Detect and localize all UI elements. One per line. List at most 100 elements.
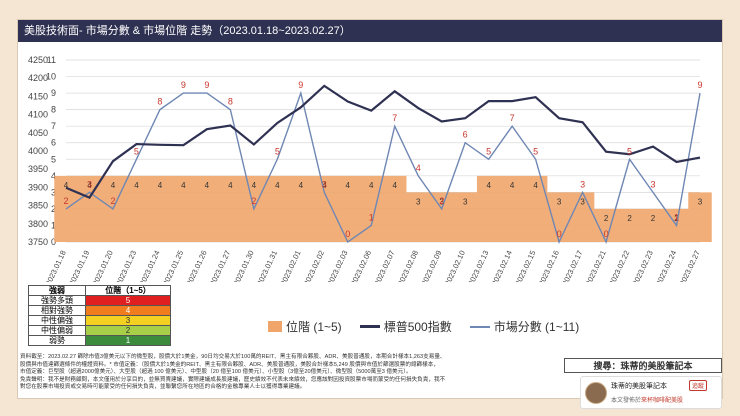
level-table-row: 相對強勢 4 — [28, 305, 171, 316]
y-tick-label-score: 7 — [51, 121, 56, 131]
chart-plot: 0123456789101137503800385039003950400040… — [28, 55, 712, 282]
level-data-label: 4 — [158, 181, 163, 190]
x-tick-label: 2023.02.06 — [349, 249, 373, 282]
published-note: 本文發佈於來杯咖啡配美股 — [611, 395, 683, 404]
x-tick-label: 2023.02.23 — [631, 249, 655, 282]
score-data-label: 3 — [322, 179, 327, 189]
level-data-label: 4 — [346, 181, 351, 190]
level-data-label: 4 — [322, 181, 327, 190]
y-tick-label-score: 3 — [51, 187, 56, 197]
score-data-label: 0 — [604, 229, 609, 239]
y-tick-label-index: 4000 — [28, 146, 48, 156]
level-area — [54, 175, 712, 242]
y-tick-label-score: 11 — [47, 55, 56, 65]
level-table-label: 中性偏強 — [28, 315, 86, 326]
level-data-label: 3 — [416, 197, 421, 206]
level-data-label: 3 — [557, 197, 562, 206]
score-data-label: 9 — [204, 80, 209, 90]
y-tick-label-score: 1 — [51, 220, 56, 230]
y-tick-label-score: 5 — [51, 154, 56, 164]
score-data-label: 1 — [674, 212, 679, 222]
x-tick-label: 2023.02.15 — [513, 249, 537, 282]
score-data-label: 5 — [134, 146, 139, 156]
footer-line: 市值定義：巨型股（超過2000億美元）、大型股（超過 100 億美元）、中型股（… — [20, 369, 412, 376]
level-table-value: 5 — [85, 295, 171, 306]
level-table-label: 中性偏弱 — [28, 325, 86, 336]
level-table-label: 相對強勢 — [28, 305, 86, 316]
level-table-row: 中性偏強 3 — [28, 315, 171, 326]
level-data-label: 4 — [393, 181, 398, 190]
level-legend-table: 強弱 位階（1~5） 強勢多頭 5 相對強勢 4 中性偏強 3 中性偏弱 2 弱勢 1 — [28, 285, 171, 346]
score-data-label: 5 — [486, 146, 491, 156]
y-tick-label-index: 4200 — [28, 73, 48, 83]
score-data-label: 0 — [557, 229, 562, 239]
level-data-label: 4 — [299, 181, 304, 190]
x-tick-label: 2023.02.27 — [678, 249, 702, 282]
level-data-label: 3 — [580, 197, 585, 206]
legend-item-level: 位階 (1~5) — [268, 318, 342, 335]
legend-label-level: 位階 (1~5) — [286, 320, 342, 334]
level-data-label: 4 — [64, 181, 69, 190]
search-banner: 搜尋：珠蒂的美股筆記本 — [564, 358, 722, 373]
level-table-value: 1 — [85, 335, 171, 346]
legend-label-index: 標普500指數 — [383, 320, 452, 334]
x-tick-label: 2023.02.09 — [419, 249, 443, 282]
level-data-label: 2 — [604, 214, 609, 223]
y-tick-label-score: 2 — [51, 204, 56, 214]
level-data-label: 4 — [486, 181, 491, 190]
level-data-label: 4 — [134, 181, 139, 190]
level-table-row: 弱勢 1 — [28, 335, 171, 346]
y-tick-label-index: 4150 — [28, 91, 48, 101]
score-data-label: 0 — [345, 229, 350, 239]
follow-button[interactable]: 追蹤 — [689, 380, 708, 391]
legend-item-score: 市場分數 (1~11) — [469, 318, 579, 335]
chart-card: 美股技術面- 市場分數 & 市場位階 走勢（2023.01.18~2023.02… — [17, 19, 723, 399]
y-tick-label-index: 3950 — [28, 164, 48, 174]
score-data-label: 8 — [157, 97, 162, 107]
level-table-row: 中性偏弱 2 — [28, 325, 171, 336]
level-table-row: 強勢多頭 5 — [28, 295, 171, 306]
level-data-label: 4 — [205, 181, 210, 190]
y-tick-label-index: 4100 — [28, 110, 48, 120]
x-tick-label: 2023.01.25 — [161, 249, 185, 282]
level-data-label: 4 — [228, 181, 233, 190]
facebook-page-card[interactable]: 珠蒂的美股筆記本 追蹤 本文發佈於來杯咖啡配美股 — [580, 376, 722, 409]
level-data-label: 4 — [252, 181, 257, 190]
y-tick-label-score: 9 — [51, 88, 56, 98]
x-tick-label: 2023.01.19 — [67, 249, 91, 282]
x-tick-label: 2023.02.17 — [560, 249, 584, 282]
x-tick-label: 2023.02.16 — [537, 249, 561, 282]
level-table-value: 4 — [85, 305, 171, 316]
score-data-label: 5 — [627, 146, 632, 156]
level-table-header-strength: 強弱 — [28, 285, 86, 296]
series-legend: 位階 (1~5) 標普500指數 市場分數 (1~11) — [268, 318, 579, 335]
y-tick-label-score: 6 — [51, 138, 56, 148]
published-prefix: 本文發佈於 — [611, 398, 642, 404]
level-table-label: 弱勢 — [28, 335, 86, 346]
y-tick-label-index: 4050 — [28, 128, 48, 138]
level-data-label: 3 — [439, 197, 444, 206]
footer-line: 資料截至：2023.02.27 篩除市值3億美元以下的微型股，股價大於1美金，9… — [20, 354, 446, 360]
page-name: 珠蒂的美股筆記本 — [611, 383, 667, 390]
level-data-label: 4 — [275, 181, 280, 190]
x-tick-label: 2023.01.27 — [208, 249, 232, 282]
level-table-value: 3 — [85, 315, 171, 326]
y-tick-label-index: 3750 — [28, 237, 48, 247]
x-tick-label: 2023.02.02 — [302, 249, 326, 282]
y-tick-label-score: 10 — [46, 72, 56, 82]
score-data-label: 3 — [651, 179, 656, 189]
blog-link[interactable]: 來杯咖啡配美股 — [641, 398, 684, 404]
score-data-label: 5 — [533, 146, 538, 156]
score-data-label: 7 — [392, 113, 397, 123]
legend-swatch-index — [359, 325, 380, 328]
avatar — [585, 382, 607, 404]
y-tick-label-score: 8 — [51, 105, 56, 115]
level-data-label: 4 — [181, 181, 186, 190]
score-data-label: 7 — [510, 113, 515, 123]
score-data-label: 3 — [580, 179, 585, 189]
footer-disclaimer: 資料截至：2023.02.27 篩除市值3億美元以下的微型股，股價大於1美金，9… — [20, 354, 550, 392]
chart-title: 美股技術面- 市場分數 & 市場位階 走勢（2023.01.18~2023.02… — [18, 20, 722, 42]
x-tick-label: 2023.02.03 — [326, 249, 350, 282]
score-data-label: 1 — [369, 212, 374, 222]
x-tick-label: 2023.01.26 — [185, 249, 209, 282]
